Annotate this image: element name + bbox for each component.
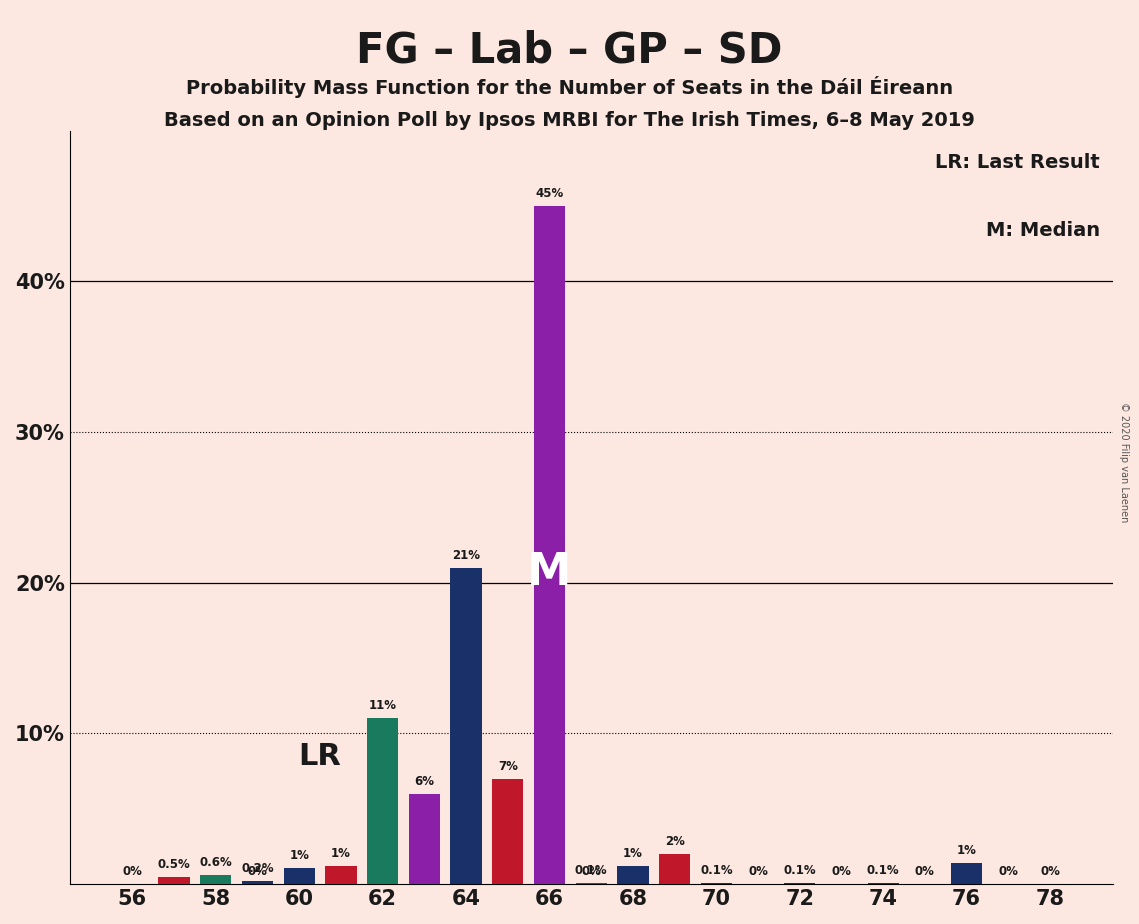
Text: 2%: 2%	[665, 835, 685, 848]
Bar	[951, 863, 982, 884]
Text: 0.1%: 0.1%	[575, 864, 607, 877]
Bar	[409, 794, 440, 884]
Bar	[575, 882, 607, 884]
Bar	[200, 875, 231, 884]
Text: 0%: 0%	[915, 865, 935, 878]
Text: 0.1%: 0.1%	[700, 864, 732, 877]
Text: LR: Last Result: LR: Last Result	[935, 153, 1100, 172]
Text: 0.6%: 0.6%	[199, 856, 232, 869]
Text: 0%: 0%	[831, 865, 851, 878]
Text: 7%: 7%	[498, 760, 518, 772]
Text: Probability Mass Function for the Number of Seats in the Dáil Éireann: Probability Mass Function for the Number…	[186, 76, 953, 98]
Bar	[659, 854, 690, 884]
Text: 11%: 11%	[369, 699, 396, 712]
Text: 45%: 45%	[535, 187, 564, 200]
Text: M: M	[527, 551, 572, 593]
Bar	[617, 866, 648, 884]
Bar	[241, 881, 273, 884]
Text: M: Median: M: Median	[986, 221, 1100, 240]
Text: 6%: 6%	[415, 774, 434, 787]
Bar	[700, 882, 732, 884]
Text: 1%: 1%	[623, 847, 642, 860]
Bar	[284, 868, 314, 884]
Text: 0.2%: 0.2%	[241, 862, 273, 875]
Bar	[492, 779, 524, 884]
Bar	[534, 206, 565, 884]
Text: 0%: 0%	[247, 865, 268, 878]
Text: FG – Lab – GP – SD: FG – Lab – GP – SD	[357, 30, 782, 71]
Text: 0.1%: 0.1%	[867, 864, 900, 877]
Text: 1%: 1%	[957, 844, 976, 857]
Bar	[326, 866, 357, 884]
Bar	[868, 882, 899, 884]
Text: 21%: 21%	[452, 549, 480, 562]
Text: 0.1%: 0.1%	[784, 864, 816, 877]
Text: Based on an Opinion Poll by Ipsos MRBI for The Irish Times, 6–8 May 2019: Based on an Opinion Poll by Ipsos MRBI f…	[164, 111, 975, 130]
Bar	[367, 718, 399, 884]
Text: 0%: 0%	[581, 865, 601, 878]
Text: 0.5%: 0.5%	[157, 857, 190, 870]
Bar	[784, 882, 816, 884]
Text: 0%: 0%	[122, 865, 142, 878]
Bar	[158, 877, 190, 884]
Bar	[450, 567, 482, 884]
Text: 0%: 0%	[1040, 865, 1060, 878]
Text: 0%: 0%	[748, 865, 768, 878]
Text: © 2020 Filip van Laenen: © 2020 Filip van Laenen	[1120, 402, 1129, 522]
Text: 0%: 0%	[999, 865, 1018, 878]
Text: 1%: 1%	[331, 847, 351, 860]
Text: LR: LR	[298, 742, 341, 771]
Text: 1%: 1%	[289, 848, 309, 861]
